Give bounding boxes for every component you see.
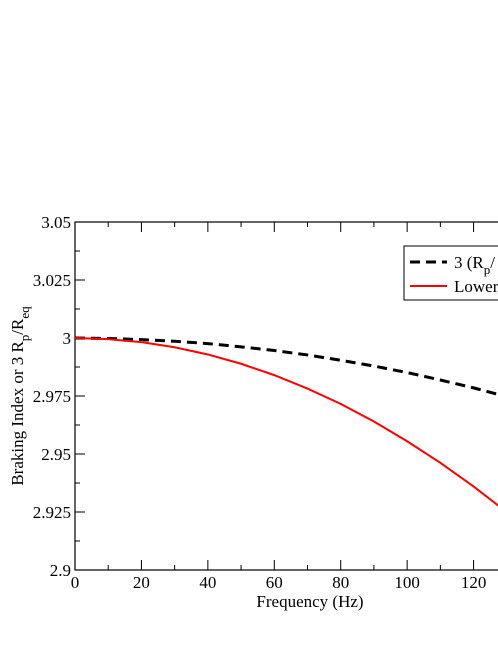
x-tick-label: 20	[133, 573, 150, 592]
series-line-1	[74, 336, 498, 396]
y-tick-label: 2.9	[50, 561, 71, 580]
x-tick-label: 120	[461, 573, 487, 592]
series-line-2	[74, 337, 498, 507]
x-tick-label: 60	[266, 573, 283, 592]
legend-label-2: Lower	[454, 277, 498, 296]
x-tick-label: 80	[332, 573, 349, 592]
y-tick-label: 2.925	[33, 503, 71, 522]
x-tick-label: 0	[71, 573, 80, 592]
y-tick-label: 3.025	[33, 271, 71, 290]
y-axis-title: Braking Index or 3 Rp/Req	[8, 306, 32, 486]
x-axis-title: Frequency (Hz)	[256, 592, 363, 611]
axis-labels: Frequency (Hz) Braking Index or 3 Rp/Req	[8, 306, 364, 611]
legend-label-1: 3 (Rp/	[454, 253, 495, 277]
y-tick-label: 3	[63, 329, 72, 348]
y-tick-label: 2.975	[33, 387, 71, 406]
y-tick-label: 3.05	[41, 213, 71, 232]
x-tick-label: 40	[199, 573, 216, 592]
axes: 0 20 40 60 80 100 120 2.9 2.925 2.95 2.975 3 3.025 3.…	[33, 213, 498, 592]
x-tick-label: 100	[394, 573, 420, 592]
plot-series	[74, 336, 498, 507]
legend: 3 (Rp/Lower	[403, 245, 498, 301]
legend-box	[403, 245, 498, 301]
y-tick-label: 2.95	[41, 445, 71, 464]
